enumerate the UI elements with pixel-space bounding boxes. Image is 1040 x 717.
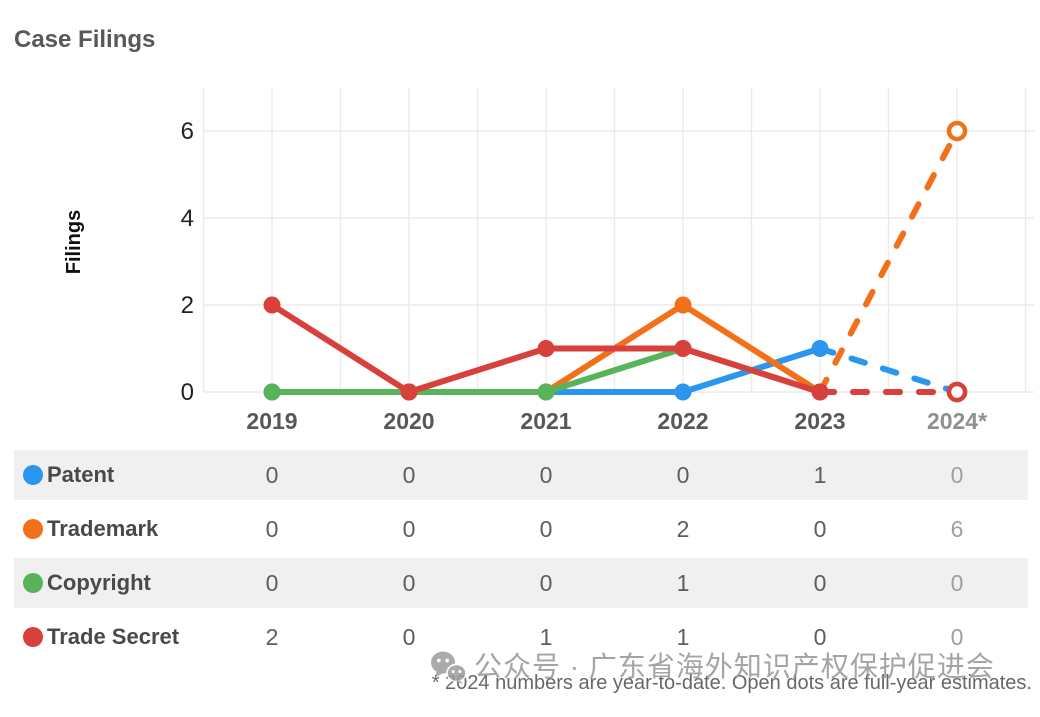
case-filings-line-chart: 0 2 4 6 Filings 2019 2020 2021 2022 2023 2024* (63, 88, 1034, 434)
x-axis-tick-label: 2024* (927, 408, 987, 434)
row-label: Patent (47, 462, 115, 487)
table-cell: 0 (813, 570, 827, 596)
data-point-trade-secret (537, 340, 555, 357)
series-estimate-line-trademark (817, 128, 960, 395)
series-estimate-line-patent (817, 345, 960, 395)
series-trade-secret (263, 296, 968, 403)
x-axis-tick-label: 2023 (794, 408, 845, 434)
row-background (14, 450, 1028, 500)
table-cell: 2 (265, 624, 279, 650)
table-cell: 0 (950, 624, 964, 650)
table-cell: 0 (950, 462, 964, 488)
table-row-patent: Patent 0 0 0 0 1 0 (14, 448, 1028, 502)
table-cell: 2 (676, 516, 690, 542)
data-point-copyright (263, 383, 281, 401)
table-cell: 0 (402, 462, 416, 488)
row-label: Copyright (47, 570, 151, 595)
table-row-trademark: Trademark 0 0 0 2 0 6 (14, 502, 1028, 556)
row-background (14, 558, 1028, 608)
data-point-copyright (537, 383, 555, 401)
y-axis-label: Filings (63, 210, 85, 274)
y-axis-tick-label: 0 (181, 379, 194, 406)
table-cell: 0 (265, 570, 279, 596)
table-cell: 0 (676, 462, 690, 488)
estimate-point-trade-secret (946, 381, 968, 403)
x-axis-tick-label: 2019 (246, 408, 297, 434)
data-point-trade-secret (263, 296, 281, 314)
table-cell: 1 (813, 462, 827, 488)
table-cell: 6 (950, 516, 964, 542)
data-point-trade-secret (400, 383, 418, 401)
data-point-patent (811, 340, 829, 357)
table-cell: 0 (265, 516, 279, 542)
table-row-copyright: Copyright 0 0 0 1 0 0 (14, 556, 1028, 610)
x-axis-tick-label: 2022 (657, 408, 708, 434)
row-label: Trade Secret (47, 624, 180, 649)
legend-dot-copyright (23, 573, 43, 593)
filings-table: Patent 0 0 0 0 1 0 Trademark 0 0 0 2 0 6 Copyright 0 0 0 1… (14, 448, 1028, 664)
table-cell: 0 (265, 462, 279, 488)
table-cell: 0 (402, 570, 416, 596)
y-axis-tick-label: 6 (181, 118, 194, 145)
table-cell: 1 (676, 570, 690, 596)
table-cell: 0 (813, 624, 827, 650)
data-point-trade-secret (811, 383, 829, 401)
legend-dot-patent (23, 465, 43, 485)
data-point-trademark (674, 296, 692, 314)
table-cell: 0 (402, 516, 416, 542)
table-cell: 1 (676, 624, 690, 650)
legend-dot-trademark (23, 519, 43, 539)
footnote: * 2024 numbers are year-to-date. Open do… (431, 672, 1032, 694)
legend-dot-trade-secret (23, 627, 43, 647)
table-cell: 1 (539, 624, 553, 650)
table-row-trade-secret: Trade Secret 2 0 1 1 0 0 (14, 610, 1028, 664)
table-cell: 0 (813, 516, 827, 542)
y-axis-tick-label: 4 (181, 205, 194, 232)
data-point-trade-secret (674, 340, 692, 357)
estimate-point-trademark (946, 120, 968, 142)
x-axis-tick-label: 2021 (520, 408, 571, 434)
data-point-patent (674, 383, 692, 401)
table-cell: 0 (950, 570, 964, 596)
page-title: Case Filings (14, 26, 156, 53)
x-axis-tick-label: 2020 (383, 408, 434, 434)
table-cell: 0 (539, 570, 553, 596)
table-cell: 0 (539, 462, 553, 488)
table-cell: 0 (402, 624, 416, 650)
row-label: Trademark (47, 516, 159, 541)
table-cell: 0 (539, 516, 553, 542)
y-axis-tick-label: 2 (181, 292, 194, 319)
